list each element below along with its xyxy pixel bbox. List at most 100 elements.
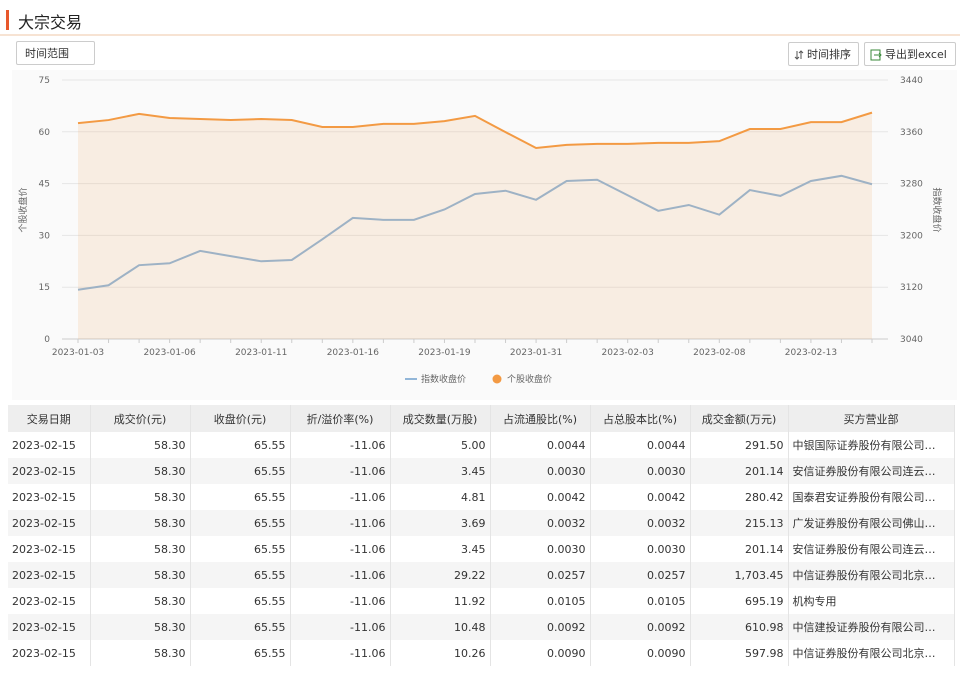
y-tick-label: 0: [44, 335, 50, 345]
cell: 2023-02-15: [8, 432, 91, 458]
table-row: 2023-02-15 58.30 65.55 -11.06 29.22 0.0257 0.0…: [8, 562, 955, 588]
column-header: 成交金额(万元): [690, 405, 789, 432]
cell: 65.55: [190, 432, 291, 458]
cell: 0.0030: [490, 458, 591, 484]
cell: 2023-02-15: [8, 614, 91, 640]
icon: [870, 49, 882, 61]
cell: 0.0042: [490, 484, 591, 510]
page-title: 大宗交易: [18, 13, 83, 32]
label: 导出到excel: [885, 48, 947, 61]
cell: 0.0032: [490, 510, 591, 536]
table-row: 2023-02-15 58.30 65.55 -11.06 4.81 0.0042 0.00…: [8, 484, 955, 510]
column-header: 收盘价(元): [190, 405, 291, 432]
cell: 597.98: [690, 640, 789, 666]
cell: -11.06: [290, 432, 391, 458]
cell: -11.06: [290, 614, 391, 640]
y-tick-label: 45: [39, 180, 50, 190]
column-header: 成交价(元): [90, 405, 191, 432]
column-header: 折/溢价率(%): [290, 405, 391, 432]
cell: -11.06: [290, 510, 391, 536]
y2-tick-label: 3200: [900, 231, 923, 241]
cell: 0.0092: [590, 614, 691, 640]
cell: 58.30: [90, 588, 191, 614]
x-tick-label: 2023-02-13: [785, 348, 837, 358]
table-row: 2023-02-15 58.30 65.55 -11.06 3.45 0.0030 0.00…: [8, 458, 955, 484]
header-row: 交易日期 成交价(元) 收盘价(元) 折/溢价率(%) 成交数量(万股) 占流通股比(%)…: [8, 405, 955, 432]
cell: 3.45: [390, 536, 491, 562]
y-tick-label: 15: [39, 283, 50, 293]
x-tick-label: 2023-01-31: [510, 348, 562, 358]
cell: 29.22: [390, 562, 491, 588]
column-header: 成交数量(万股): [390, 405, 491, 432]
cell: 3.69: [390, 510, 491, 536]
column-header: 占流通股比(%): [490, 405, 591, 432]
cell: 3.45: [390, 458, 491, 484]
cell: 65.55: [190, 640, 291, 666]
cell: 65.55: [190, 562, 291, 588]
y-axis-label: 个股收盘价: [17, 187, 29, 232]
x-tick-label: 2023-01-19: [418, 348, 471, 358]
cell: 0.0030: [590, 536, 691, 562]
cell: 58.30: [90, 510, 191, 536]
export-button[interactable]: 导出到excel: [864, 42, 956, 66]
cell: 中信建投证券股份有限公司…: [788, 614, 955, 640]
table-row: 2023-02-15 58.30 65.55 -11.06 5.00 0.0044 0.00…: [8, 432, 955, 458]
cell: 65.55: [190, 458, 291, 484]
table-row: 2023-02-15 58.30 65.55 -11.06 3.45 0.0030 0.00…: [8, 536, 955, 562]
cell: 65.55: [190, 510, 291, 536]
cell: 0.0044: [490, 432, 591, 458]
x-tick-label: 2023-01-16: [327, 348, 380, 358]
column-header: 占总股本比(%): [590, 405, 691, 432]
cell: 机构专用: [788, 588, 955, 614]
cell: 2023-02-15: [8, 640, 91, 666]
cell: 10.26: [390, 640, 491, 666]
cell: 58.30: [90, 614, 191, 640]
cell: -11.06: [290, 458, 391, 484]
cell: 安信证券股份有限公司连云…: [788, 458, 955, 484]
cell: 58.30: [90, 536, 191, 562]
table-row: 2023-02-15 58.30 65.55 -11.06 3.69 0.0032 0.00…: [8, 510, 955, 536]
table-row: 2023-02-15 58.30 65.55 -11.06 10.26 0.0090 0.0…: [8, 640, 955, 666]
x-tick-label: 2023-01-06: [143, 348, 196, 358]
cell: -11.06: [290, 484, 391, 510]
cell: 10.48: [390, 614, 491, 640]
accent: [6, 10, 9, 30]
cell: -11.06: [290, 640, 391, 666]
area-fill: [78, 112, 872, 339]
cell: 0.0105: [490, 588, 591, 614]
cell: 0.0044: [590, 432, 691, 458]
cell: 695.19: [690, 588, 789, 614]
series-line: [77, 111, 873, 150]
cell: 201.14: [690, 458, 789, 484]
cell: 58.30: [90, 484, 191, 510]
cell: 0.0032: [590, 510, 691, 536]
cell: 2023-02-15: [8, 484, 91, 510]
filter[interactable]: 时间范围: [16, 41, 95, 65]
icon: [794, 50, 804, 60]
cell: 0.0090: [490, 640, 591, 666]
y2-tick-label: 3440: [900, 76, 923, 86]
cell: 0.0257: [590, 562, 691, 588]
cell: 0.0030: [490, 536, 591, 562]
y-tick-label: 30: [39, 231, 51, 241]
cell: 2023-02-15: [8, 458, 91, 484]
sort-button[interactable]: 时间排序: [788, 42, 859, 66]
cell: 2023-02-15: [8, 588, 91, 614]
table-row: 2023-02-15 58.30 65.55 -11.06 11.92 0.0105 0.0…: [8, 588, 955, 614]
cell: -11.06: [290, 536, 391, 562]
cell: 65.55: [190, 588, 291, 614]
y-tick-label: 75: [39, 76, 50, 86]
cell: 610.98: [690, 614, 789, 640]
cell: 0.0092: [490, 614, 591, 640]
cell: 65.55: [190, 536, 291, 562]
cell: 1,703.45: [690, 562, 789, 588]
cell: 中银国际证券股份有限公司…: [788, 432, 955, 458]
cell: 0.0030: [590, 458, 691, 484]
cell: 0.0042: [590, 484, 691, 510]
cell: 广发证券股份有限公司佛山…: [788, 510, 955, 536]
cell: -11.06: [290, 588, 391, 614]
x-tick-label: 2023-01-11: [235, 348, 287, 358]
legend-label: 指数收盘价: [421, 373, 466, 385]
cell: 201.14: [690, 536, 789, 562]
